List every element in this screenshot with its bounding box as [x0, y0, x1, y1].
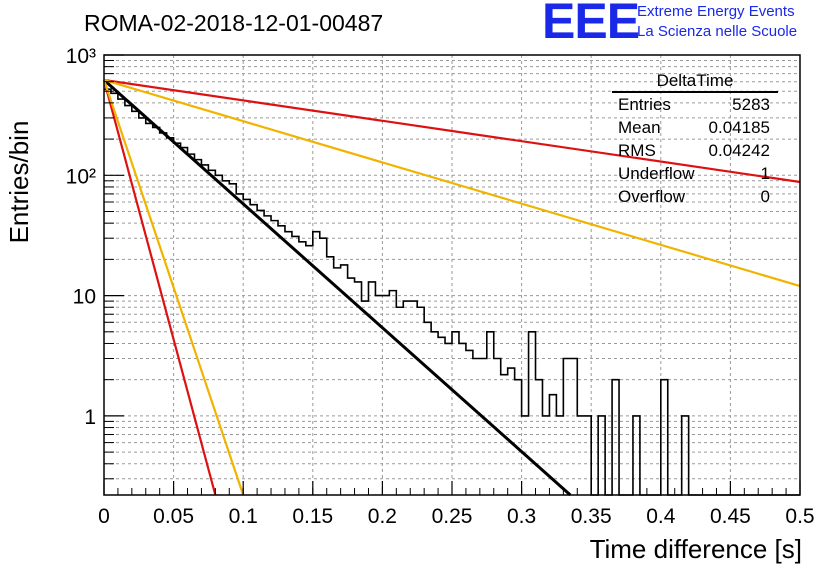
axes	[103, 54, 801, 496]
y-tick-label: 10³	[66, 45, 96, 68]
stats-box: DeltaTime Entries 5283 Mean 0.04185 RMS …	[612, 70, 778, 208]
stats-label: Overflow	[618, 187, 686, 206]
stats-title: DeltaTime	[612, 70, 778, 93]
fit-line-1	[102, 79, 217, 496]
fit-line-3	[103, 78, 801, 184]
x-tick-label: 0.45	[710, 505, 751, 528]
y-axis-label: Entries/bin	[4, 120, 34, 244]
stats-row-rms: RMS 0.04242	[612, 139, 778, 162]
fit-line-2	[102, 79, 245, 496]
x-tick-label: 0	[98, 505, 110, 528]
x-tick-label: 0.25	[432, 505, 473, 528]
stats-label: Entries	[618, 95, 671, 114]
y-tick-label: 1	[84, 406, 96, 429]
x-tick-label: 0.2	[368, 505, 397, 528]
logo-line-1: Extreme Energy Events	[637, 3, 795, 20]
stats-label: RMS	[618, 141, 656, 160]
stats-row-underflow: Underflow 1	[612, 162, 778, 185]
fit-lines	[102, 78, 801, 497]
chart-title: ROMA-02-2018-12-01-00487	[84, 10, 384, 36]
x-tick-label: 0.1	[229, 505, 258, 528]
eee-logo: EEE	[542, 0, 640, 49]
x-tick-label: 0.15	[292, 505, 333, 528]
x-tick-label: 0.5	[785, 505, 814, 528]
stats-row-mean: Mean 0.04185	[612, 116, 778, 139]
histogram-outline	[104, 88, 800, 496]
stats-label: Mean	[618, 118, 661, 137]
x-tick-labels: 0 0.05 0.1 0.15 0.2 0.25 0.3 0.35 0.4 0.45 0.5	[98, 505, 814, 528]
stats-value: 0	[760, 187, 770, 206]
x-tick-label: 0.05	[153, 505, 194, 528]
y-tick-labels: 1 10 10² 10³	[66, 45, 96, 429]
stats-value: 5283	[732, 95, 770, 114]
y-tick-label: 10²	[66, 165, 96, 188]
fit-line-4	[103, 78, 801, 288]
x-tick-label: 0.4	[646, 505, 676, 528]
stats-row-overflow: Overflow 0	[612, 185, 778, 208]
logo-line-2: La Scienza nelle Scuole	[637, 23, 798, 40]
stats-row-entries: Entries 5283	[612, 93, 778, 116]
y-tick-label: 10	[73, 286, 96, 309]
fit-line-0	[103, 78, 572, 497]
x-tick-label: 0.3	[507, 505, 536, 528]
x-axis-label: Time difference [s]	[589, 534, 802, 564]
stats-value: 1	[760, 164, 770, 183]
stats-value: 0.04242	[708, 141, 770, 160]
histogram-bars	[104, 88, 800, 496]
stats-label: Underflow	[618, 164, 695, 183]
stats-value: 0.04185	[708, 118, 770, 137]
x-tick-label: 0.35	[571, 505, 612, 528]
